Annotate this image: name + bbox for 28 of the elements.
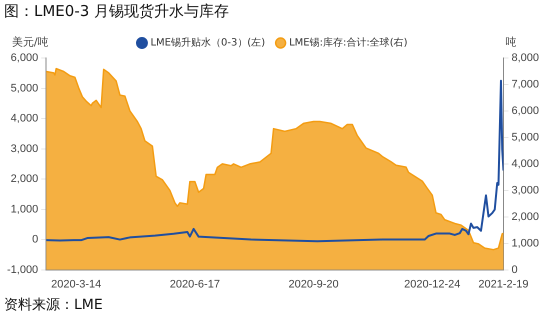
y-tick-label: -1,000 (6, 264, 38, 276)
y-tick-label: 2,000 (10, 173, 38, 186)
x-tick-label: 2020-6-17 (170, 278, 220, 290)
y-tick-label: 4,000 (10, 112, 38, 125)
x-tick-label: 2020-3-14 (51, 278, 102, 290)
y2-tick-label: 0 (511, 264, 518, 276)
y2-tick-label: 1,000 (511, 237, 540, 250)
y-tick-label: 0 (32, 234, 38, 246)
y-tick-label: 6,000 (10, 52, 38, 64)
y2-tick-label: 3,000 (511, 184, 540, 196)
y2-tick-label: 8,000 (511, 52, 540, 64)
y2-tick-label: 5,000 (511, 131, 540, 144)
y-axis-title: 美元/吨 (12, 35, 49, 48)
legend-label: LME锡升贴水（0-3）(左) (150, 36, 266, 49)
y2-tick-label: 4,000 (511, 158, 540, 170)
legend-label: LME锡:库存:合计:全球(右) (289, 36, 408, 49)
x-tick-label: 2020-12-24 (404, 278, 460, 290)
y-tick-label: 1,000 (10, 203, 38, 216)
y2-tick-label: 7,000 (511, 78, 540, 91)
y2-tick-label: 2,000 (511, 210, 540, 223)
y-tick-label: 5,000 (10, 82, 38, 94)
x-tick-label: 2021-2-19 (478, 278, 529, 290)
y2-axis-title: 吨 (505, 35, 516, 48)
y2-tick-label: 6,000 (511, 104, 540, 117)
y-tick-label: 3,000 (10, 142, 38, 155)
text: 资料来源：LME (4, 296, 103, 314)
chart-title: 图：LME0-3 月锡现货升水与库存 (4, 2, 230, 21)
x-tick-label: 2020-9-20 (288, 278, 339, 290)
